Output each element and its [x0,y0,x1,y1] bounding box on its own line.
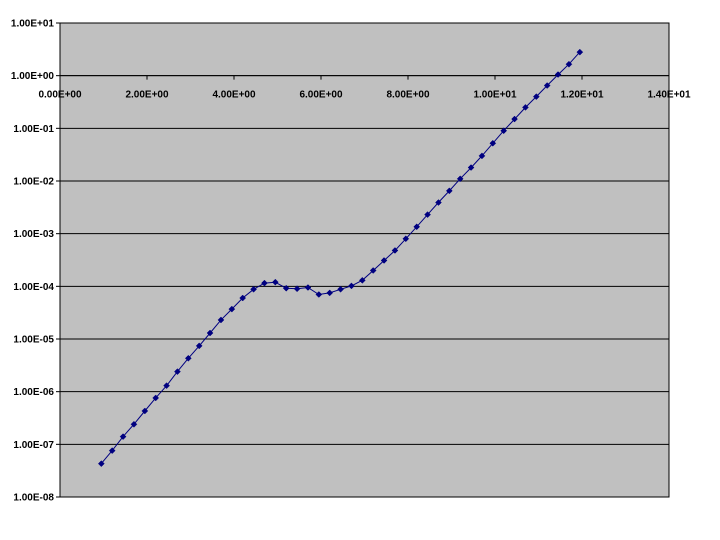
data-point [369,267,377,274]
y-tick-label: 1.00E-08 [13,493,54,504]
data-point [163,382,170,390]
x-tick-label: 6.00E+00 [299,90,343,101]
data-point [271,278,279,286]
data-point [228,305,236,313]
data-point [424,211,431,218]
data-point [315,291,323,298]
data-point [239,294,247,302]
data-point [565,60,573,68]
x-tick-label: 4.00E+00 [212,90,256,101]
x-axis-tick-labels: 0.00E+00 2.00E+00 4.00E+00 6.00E+00 8.00E+00… [38,75,691,101]
data-point [543,82,551,89]
data-point [282,284,290,292]
data-point [380,257,388,264]
y-tick-label: 1.00E-01 [13,124,54,135]
data-point [478,152,486,160]
data-point [500,127,508,135]
x-tick-label: 1.40E+01 [647,90,691,101]
data-point [119,433,127,440]
x-tick-label: 1.00E+01 [473,90,517,101]
data-point [358,276,366,284]
data-point [304,284,312,291]
data-point [97,460,105,467]
data-point [261,279,268,287]
data-point [217,316,225,324]
data-point [108,447,116,454]
data-point [435,199,442,206]
x-tick-label: 2.00E+00 [125,90,169,101]
data-point [250,285,257,293]
data-point [174,368,181,375]
data-point [337,285,344,293]
data-point [554,71,562,78]
data-point [402,235,410,243]
x-tick-label: 8.00E+00 [386,90,430,101]
data-point [576,48,584,56]
data-point [293,285,301,293]
data-point [489,139,497,147]
data-point [391,247,399,254]
data-point [522,104,529,111]
data-point [130,420,138,428]
plot-area [59,22,670,498]
data-point [195,342,203,350]
data-point [413,223,421,231]
y-tick-label: 1.00E-06 [13,387,54,398]
data-point [206,329,214,337]
data-point [152,394,160,402]
data-point [532,93,540,100]
data-point [184,354,192,362]
data-point [445,187,453,195]
y-axis-tick-labels: 1.00E+01 1.00E+00 1.00E-01 1.00E-02 1.00E-03… [11,19,60,504]
y-tick-label: 1.00E-05 [13,335,54,346]
data-point [467,164,475,171]
data-point [348,282,355,290]
y-tick-label: 1.00E+00 [11,71,55,82]
data-point [141,407,149,415]
y-tick-label: 1.00E-07 [13,440,54,451]
x-tick-label: 1.20E+01 [560,90,604,101]
series-1 [97,48,584,467]
y-tick-label: 1.00E+01 [11,19,55,30]
data-point [456,175,464,183]
y-tick-label: 1.00E-02 [13,177,54,188]
x-tick-label: 0.00E+00 [38,90,82,101]
y-tick-label: 1.00E-04 [13,282,54,293]
data-point [511,115,518,123]
y-tick-label: 1.00E-03 [13,229,54,240]
data-point [326,289,334,297]
